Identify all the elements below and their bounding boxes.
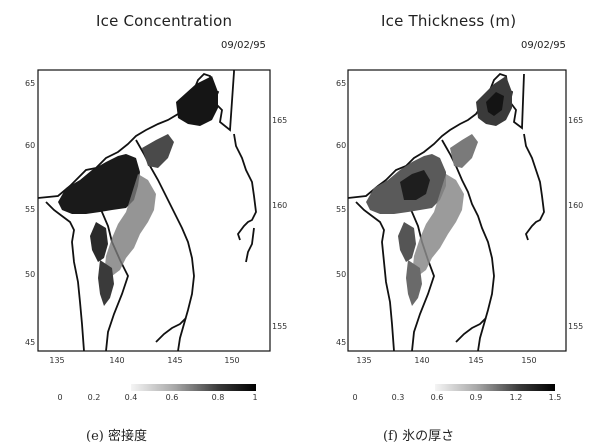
colorbar-tick-label: 0 [352, 393, 357, 402]
colorbar-tick-label: 0.3 [392, 393, 405, 402]
panel-ice-concentration: Ice Concentration 09/02/95 65 60 55 50 4… [8, 0, 298, 447]
colorbar-tick-label: 1.2 [510, 393, 523, 402]
right-tick-label: 160 [272, 201, 287, 210]
lat-tick-label: 55 [25, 205, 35, 214]
right-tick-label: 165 [568, 116, 583, 125]
right-tick-label: 155 [568, 322, 583, 331]
lon-tick-label: 140 [414, 356, 429, 365]
colorbar-tick-label: 0.8 [212, 393, 225, 402]
lon-tick-label: 145 [167, 356, 182, 365]
lon-tick-label: 140 [109, 356, 124, 365]
panel-title: Ice Thickness (m) [381, 12, 517, 30]
colorbar-tick-label: 0.6 [431, 393, 444, 402]
colorbar [131, 384, 256, 391]
colorbar-tick-label: 0.2 [88, 393, 101, 402]
colorbar-tick-label: 0.9 [470, 393, 483, 402]
lon-tick-label: 150 [521, 356, 536, 365]
panel-ice-thickness: Ice Thickness (m) 09/02/95 65 60 55 50 4… [300, 0, 590, 447]
colorbar-tick-label: 0 [57, 393, 62, 402]
lat-tick-label: 50 [336, 270, 346, 279]
lat-tick-label: 50 [25, 270, 35, 279]
colorbar-tick-label: 0.4 [125, 393, 138, 402]
panel-caption: (e) 密接度 [86, 429, 147, 444]
right-tick-label: 155 [272, 322, 287, 331]
panel-title: Ice Concentration [96, 12, 233, 30]
lat-tick-label: 65 [25, 79, 35, 88]
colorbar-tick-label: 1 [252, 393, 257, 402]
coastline [37, 70, 257, 352]
right-tick-label: 160 [568, 201, 583, 210]
lat-tick-label: 45 [336, 338, 346, 347]
ice-field [58, 76, 218, 306]
lon-tick-label: 150 [224, 356, 239, 365]
colorbar [435, 384, 555, 391]
lat-tick-label: 45 [25, 338, 35, 347]
panel-date: 09/02/95 [521, 40, 566, 51]
lat-tick-label: 60 [336, 141, 346, 150]
panel-date: 09/02/95 [221, 40, 266, 51]
colorbar-tick-label: 0.6 [166, 393, 179, 402]
lon-tick-label: 135 [49, 356, 64, 365]
lat-tick-label: 60 [25, 141, 35, 150]
lon-tick-label: 135 [356, 356, 371, 365]
lon-tick-label: 145 [468, 356, 483, 365]
right-tick-label: 165 [272, 116, 287, 125]
lat-tick-label: 65 [336, 79, 346, 88]
panel-caption: (f) 氷の厚さ [383, 429, 455, 444]
map-plot: 65 60 55 50 45 165 160 155 135 140 [336, 69, 583, 402]
map-plot: 65 60 55 50 45 165 160 155 [25, 69, 287, 402]
lat-tick-label: 55 [336, 205, 346, 214]
colorbar-tick-label: 1.5 [549, 393, 562, 402]
ice-field [366, 76, 512, 306]
